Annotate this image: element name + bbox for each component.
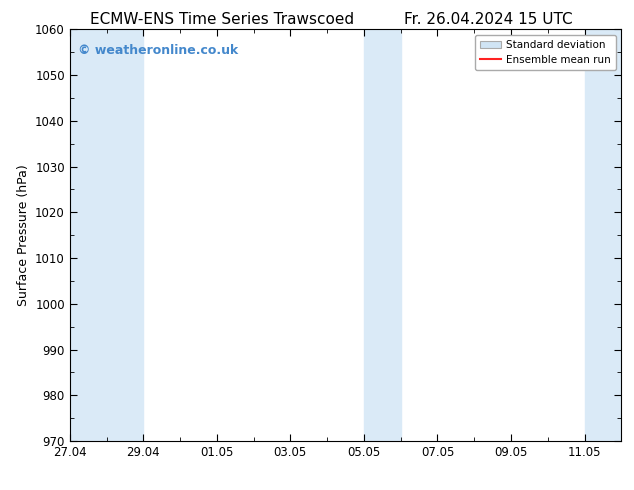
Bar (585, 29, 621, 441)
Bar (70, 29, 143, 441)
Text: © weatheronline.co.uk: © weatheronline.co.uk (78, 44, 238, 57)
Y-axis label: Surface Pressure (hPa): Surface Pressure (hPa) (16, 164, 30, 306)
Bar (364, 29, 401, 441)
Text: Fr. 26.04.2024 15 UTC: Fr. 26.04.2024 15 UTC (404, 12, 573, 27)
Text: ECMW-ENS Time Series Trawscoed: ECMW-ENS Time Series Trawscoed (90, 12, 354, 27)
Legend: Standard deviation, Ensemble mean run: Standard deviation, Ensemble mean run (475, 35, 616, 70)
